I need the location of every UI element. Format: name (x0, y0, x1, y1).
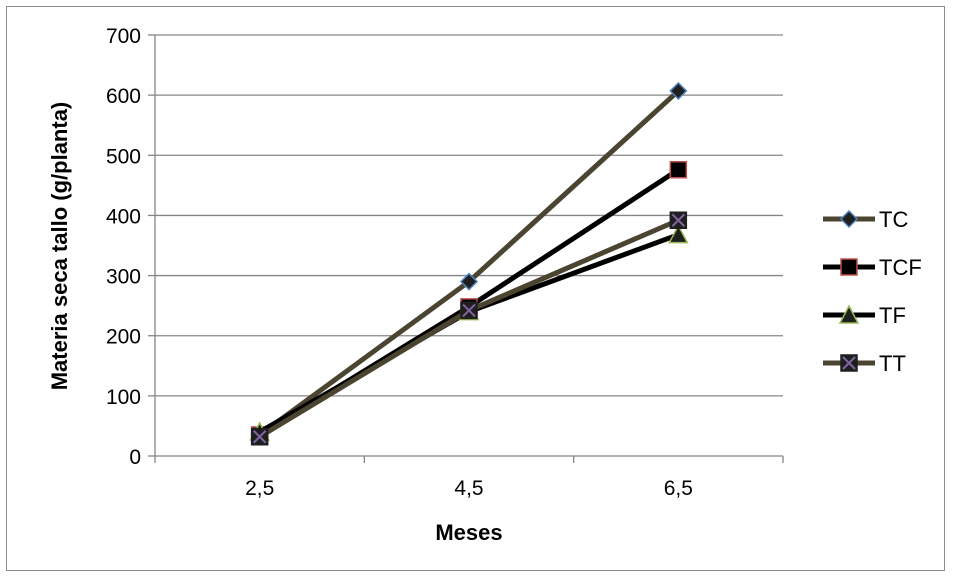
data-point-marker (669, 211, 688, 229)
y-tick-label: 100 (106, 386, 141, 409)
series-tf (249, 224, 689, 441)
legend-item-tc: TC (823, 207, 908, 232)
series-line (258, 89, 681, 437)
legend-label: TF (879, 303, 906, 328)
data-point-marker (838, 304, 860, 324)
y-tick-label: 0 (129, 446, 141, 469)
data-point-marker (840, 258, 858, 276)
data-point-marker (668, 224, 689, 244)
y-axis-title: Materia seca tallo (g/planta) (47, 102, 72, 391)
y-tick-label: 200 (106, 326, 141, 349)
y-tick-label: 700 (106, 25, 141, 48)
series (249, 81, 689, 446)
grid (155, 34, 783, 397)
series-line (258, 217, 680, 439)
series-line (258, 232, 680, 435)
data-point-marker (669, 81, 688, 100)
legend-item-tt: TT (823, 351, 906, 376)
series-tt (250, 211, 688, 446)
data-point-marker (839, 209, 859, 229)
legend-label: TC (879, 207, 908, 232)
legend: TC TCF TF TT (823, 207, 922, 376)
y-tick-label: 600 (106, 85, 141, 108)
y-tick-label: 500 (106, 145, 141, 168)
legend-item-tcf: TCF (823, 255, 922, 280)
y-tick-label: 400 (106, 205, 141, 228)
data-point-marker (840, 354, 858, 372)
legend-label: TCF (879, 255, 922, 280)
series-tc (250, 81, 688, 445)
y-tick-label: 300 (106, 266, 141, 289)
legend-item-tf: TF (823, 303, 906, 328)
x-tick-label: 4,5 (454, 477, 483, 500)
x-axis-title: Meses (435, 520, 502, 545)
data-point-marker (460, 301, 478, 320)
data-point-marker (459, 272, 479, 291)
chart-area (6, 6, 945, 571)
data-point-marker (250, 428, 269, 446)
x-tick-label: 2,5 (245, 477, 274, 500)
legend-label: TT (879, 351, 906, 376)
x-tick-label: 6,5 (664, 477, 693, 500)
data-point-marker (669, 160, 688, 179)
axes: 0 100 200 300 400 500 600 700 2,5 4,5 6,5 (106, 25, 784, 500)
